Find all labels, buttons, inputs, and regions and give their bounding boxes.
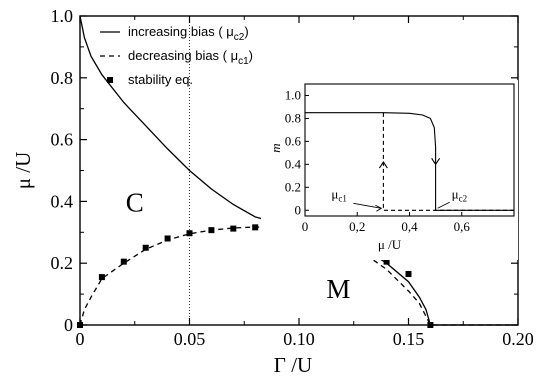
legend-label-increasing: increasing bias ( μc2)	[128, 24, 249, 43]
inset-annotation-pointer-c2	[437, 201, 450, 209]
legend-text-main: increasing bias ( μ	[128, 24, 234, 39]
stability-eq-marker	[230, 225, 237, 232]
stability-eq-marker	[186, 230, 193, 237]
stability-eq-marker	[383, 258, 390, 265]
legend-text-main: decreasing bias ( μ	[128, 48, 238, 63]
stability-eq-marker	[77, 322, 83, 328]
inset-annotation-mu-c2: μc2	[452, 186, 467, 203]
inset-y-tick-label: 0.8	[285, 110, 301, 125]
inset-increasing-curve	[305, 112, 514, 211]
y-tick-label: 0.2	[51, 253, 74, 273]
x-tick-label: 0.15	[393, 329, 425, 349]
stability-eq-marker	[208, 227, 215, 234]
legend-swatch-stability	[107, 77, 113, 83]
inset-x-tick-label: 0,2	[349, 219, 365, 234]
inset-decreasing-curve	[382, 112, 514, 211]
inset-y-tick-label: 0.4	[285, 156, 302, 171]
y-tick-label: 0	[64, 315, 73, 335]
legend-subscript: c2	[234, 32, 245, 43]
stability-eq-marker	[405, 271, 412, 278]
x-axis-label: Γ /U	[274, 353, 312, 377]
y-axis-label: μ /U	[11, 152, 35, 190]
stability-eq-marker	[164, 235, 171, 242]
y-tick-label: 0.8	[51, 68, 74, 88]
region-label-m: M	[326, 274, 350, 304]
inset-y-tick-label: 0.6	[285, 133, 302, 148]
stability-eq-marker	[98, 274, 105, 281]
legend-text-tail: )	[249, 48, 253, 63]
legend-label-decreasing: decreasing bias ( μc1)	[128, 48, 253, 67]
inset-arrow-up	[378, 161, 388, 169]
region-label-c: C	[126, 187, 144, 217]
legend-text-main: stability eq.	[128, 72, 193, 87]
inset-annotation-mu: μ	[331, 186, 338, 201]
inset-annotation-sub: c2	[459, 193, 468, 203]
legend-label-stability: stability eq.	[128, 72, 193, 87]
inset-x-tick-label: 0,4	[401, 219, 418, 234]
y-tick-label: 0.4	[51, 191, 74, 211]
legend-text-tail: )	[244, 24, 248, 39]
inset-annotation-arrowhead-c1	[375, 204, 383, 212]
x-tick-label: 0.20	[502, 329, 534, 349]
stability-eq-marker	[120, 258, 127, 265]
y-tick-label: 1.0	[51, 6, 74, 26]
stability-eq-marker	[252, 224, 259, 231]
x-tick-label: 0	[76, 329, 85, 349]
inset-y-tick-label: 1.0	[285, 87, 301, 102]
legend-subscript: c1	[238, 56, 249, 67]
inset-y-tick-label: 0	[295, 202, 302, 217]
inset-x-tick-label: 0	[302, 219, 309, 234]
inset-x-tick-label: 0,6	[454, 219, 471, 234]
inset-x-axis-label: μ /U	[378, 237, 402, 252]
y-tick-label: 0.6	[51, 130, 74, 150]
inset-y-axis-label: m	[268, 143, 283, 152]
inset-background	[261, 80, 518, 260]
inset-annotation-mu: μ	[452, 186, 459, 201]
inset-annotation-pointer-c1	[353, 202, 382, 209]
stability-eq-marker	[142, 244, 149, 251]
x-tick-label: 0.10	[283, 329, 315, 349]
inset-annotation-sub: c1	[338, 193, 347, 203]
x-tick-label: 0.05	[174, 329, 206, 349]
inset-annotation-mu-c1: μc1	[331, 186, 346, 203]
stability-eq-marker	[427, 322, 434, 328]
inset-arrow-down	[431, 158, 441, 166]
inset-y-tick-label: 0.2	[285, 179, 301, 194]
